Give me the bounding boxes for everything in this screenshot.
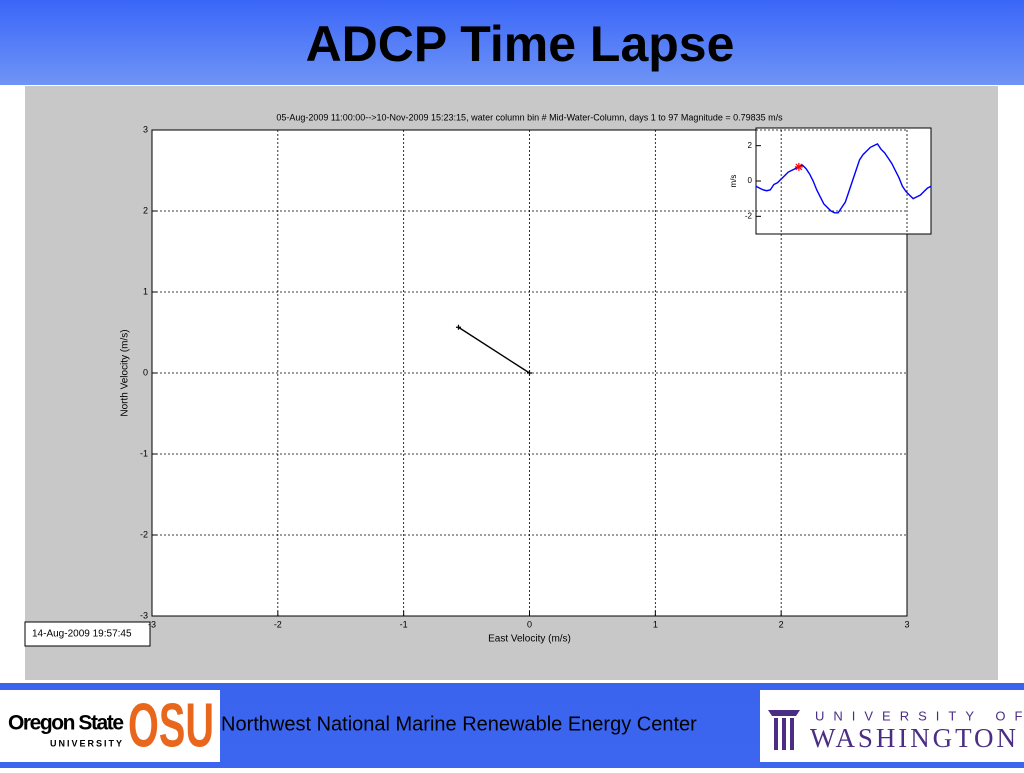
y-tick-label: 2 [143,205,148,215]
data-point [455,324,461,330]
y-axis-label: m/s [729,175,738,188]
y-tick-label: -3 [140,610,148,620]
uw-logo-bg [760,690,1024,762]
osu-logo-bg [0,690,220,762]
osu-sub: UNIVERSITY [50,738,124,748]
y-tick-label: 0 [143,367,148,377]
data-point [527,370,532,376]
timestamp: 14-Aug-2009 19:57:45 [32,629,132,640]
header [0,0,1024,85]
uw-top: UNIVERSITY OF [815,708,1024,723]
y-tick-label: 1 [143,286,148,296]
y-tick-label: -2 [140,529,148,539]
chart-title: 05-Aug-2009 11:00:00-->10-Nov-2009 15:23… [276,112,783,122]
data-line [458,326,530,374]
y-tick-label: -1 [140,448,148,458]
data-line [755,143,932,214]
y-tick-label: 0 [748,176,753,185]
x-tick-label: 2 [779,619,784,629]
y-tick-label: -2 [745,211,753,220]
data-point [794,162,803,171]
y-tick-label: 3 [143,124,148,134]
slide-title: ADCP Time Lapse [306,16,735,72]
x-tick-label: 1 [653,619,658,629]
inset-axes [755,127,932,235]
uw-icon [768,710,800,750]
x-tick-label: -2 [274,619,282,629]
timestamp-box [24,621,151,647]
x-tick-label: -3 [148,619,156,629]
x-tick-label: 0 [527,619,532,629]
footer-text: Northwest National Marine Renewable Ener… [221,713,697,735]
x-tick-label: -1 [400,619,408,629]
y-tick-label: 2 [748,141,753,150]
x-tick-label: 3 [904,619,909,629]
osu-mark: OSU [128,691,214,760]
y-axis-label: North Velocity (m/s) [120,329,131,416]
uw-name: WASHINGTON [810,723,1016,753]
osu-name: Oregon State [8,712,124,735]
x-axis-label: East Velocity (m/s) [488,634,571,645]
